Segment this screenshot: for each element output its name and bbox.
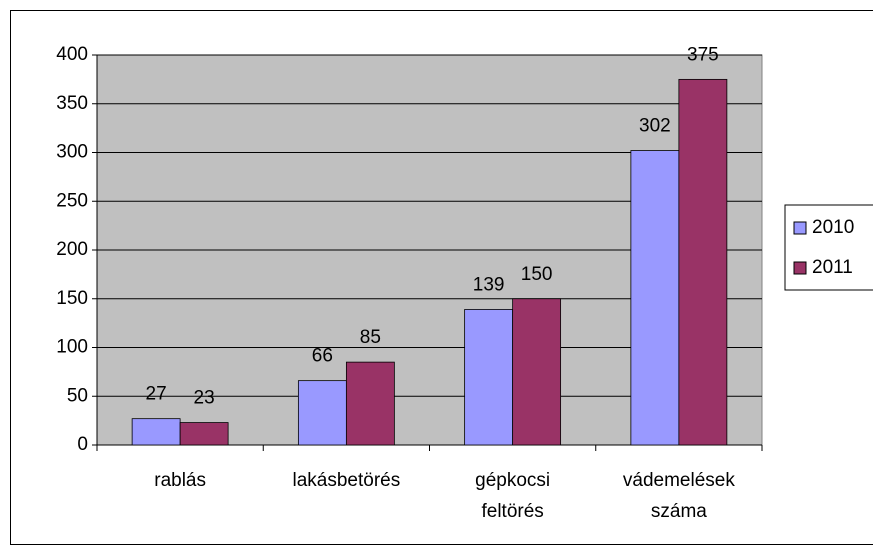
value-label: 27 [146, 384, 167, 405]
y-tick-label: 50 [67, 385, 88, 406]
y-tick-label: 300 [56, 142, 88, 163]
value-label: 375 [687, 44, 719, 65]
y-tick-label: 0 [77, 434, 88, 455]
x-tick-label: rablás [154, 470, 206, 491]
x-tick-label: lakásbetörés [293, 470, 401, 491]
value-label: 302 [639, 116, 671, 137]
bar [630, 150, 680, 446]
y-tick-label: 150 [56, 288, 88, 309]
x-tick-label: vádemelések száma [623, 470, 735, 522]
y-tick-label: 100 [56, 337, 88, 358]
legend-swatch [793, 221, 807, 235]
bar [512, 298, 562, 446]
value-label: 85 [360, 327, 381, 348]
y-tick-label: 250 [56, 190, 88, 211]
y-tick-label: 200 [56, 239, 88, 260]
y-tick-label: 350 [56, 93, 88, 114]
bar [678, 78, 728, 446]
legend-label: 2011 [812, 257, 853, 278]
value-label: 66 [312, 346, 333, 367]
legend-label: 2010 [812, 217, 854, 238]
bar [131, 418, 181, 446]
x-tick-label: gépkocsi feltörés [475, 470, 550, 522]
bar [179, 422, 229, 446]
value-label: 150 [521, 264, 553, 285]
legend [784, 204, 873, 291]
value-label: 23 [194, 388, 215, 409]
legend-swatch [793, 261, 807, 275]
bar [297, 380, 347, 446]
y-tick-label: 400 [56, 44, 88, 65]
bar [464, 309, 514, 446]
value-label: 139 [473, 274, 505, 295]
bar [345, 361, 395, 446]
